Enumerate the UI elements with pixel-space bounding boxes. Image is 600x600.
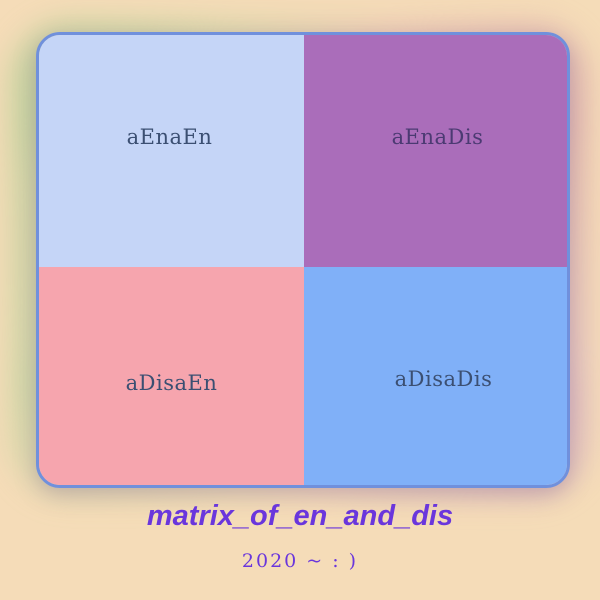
- cell-label: aDisaDis: [394, 367, 493, 391]
- cell-label: aDisaEn: [125, 371, 218, 395]
- matrix-cell-dis-dis: aDisaDis: [304, 267, 567, 485]
- matrix-cell-en-en: aEnaEn: [39, 35, 304, 267]
- matrix-grid: aEnaEn aEnaDis aDisaEn aDisaDis: [36, 32, 570, 488]
- caption-title: matrix_of_en_and_dis: [146, 500, 454, 532]
- matrix-cell-en-dis: aEnaDis: [304, 35, 567, 267]
- cell-label: aEnaEn: [126, 125, 213, 149]
- matrix-cell-dis-en: aDisaEn: [39, 267, 304, 485]
- caption-subtitle: 2020 ~ : ): [241, 550, 359, 572]
- cell-label: aEnaDis: [391, 125, 484, 149]
